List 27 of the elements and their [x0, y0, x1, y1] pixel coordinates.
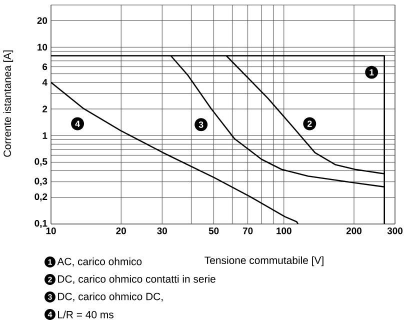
x-tick-label: 100 [276, 228, 292, 234]
x-tick-label: 50 [208, 228, 219, 234]
annotation: 1 [370, 69, 374, 76]
y-tick-label: 0,2 [34, 193, 48, 202]
y-tick-label: 6 [42, 63, 48, 70]
annotation: 2 [307, 120, 312, 127]
legend-label: AC, carico ohmico [57, 258, 142, 266]
y-tick-label: 0,5 [34, 158, 48, 166]
legend-label: DC, carico ohmico DC, [58, 292, 163, 302]
y-tick-label: 0,3 [34, 178, 48, 186]
x-tick-label: 70 [242, 228, 253, 234]
y-tick-label: 2 [42, 106, 48, 112]
y-tick-label: 1 [42, 132, 48, 139]
legend-label: DC, carico ohmico contatti in serie [58, 275, 216, 284]
x-tick-label: 200 [346, 228, 362, 234]
annotation: 4 [75, 120, 80, 127]
annotation: 3 [198, 121, 204, 128]
x-axis-title: Tensione commutabile [V] [204, 256, 324, 266]
y-axis-title: Corrente istantanea [A] [3, 50, 14, 157]
x-tick-label: 300 [387, 228, 403, 234]
legend-label: L/R = 40 ms [58, 310, 114, 318]
x-tick-label: 20 [116, 228, 126, 234]
y-tick-label: 4 [42, 79, 48, 86]
y-tick-label: 10 [38, 44, 48, 51]
x-tick-label: 30 [157, 228, 167, 234]
y-tick-label: 20 [37, 17, 48, 24]
y-tick-label: 0,1 [34, 220, 48, 228]
